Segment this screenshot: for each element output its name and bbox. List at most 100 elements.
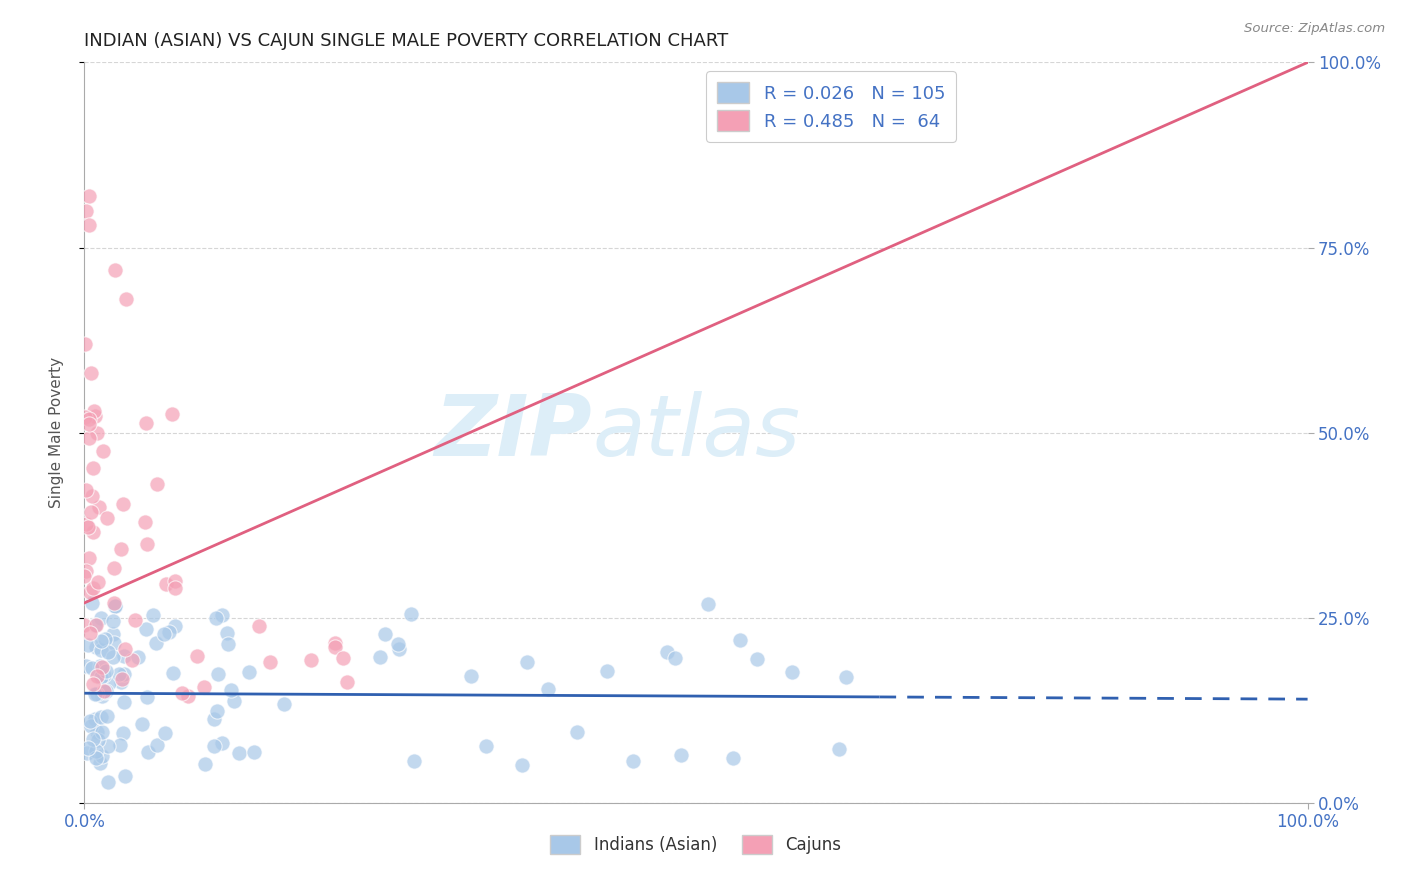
- Point: [219, 682, 242, 697]
- Point: [108, 738, 131, 752]
- Point: [657, 645, 679, 659]
- Point: [112, 666, 135, 681]
- Point: [273, 697, 295, 711]
- Point: [103, 636, 125, 650]
- Point: [82, 461, 104, 475]
- Point: [77, 520, 100, 534]
- Point: [90, 669, 112, 683]
- Point: [94, 685, 117, 699]
- Point: [146, 738, 169, 752]
- Point: [84, 751, 107, 765]
- Point: [222, 694, 245, 708]
- Point: [103, 650, 125, 665]
- Point: [80, 505, 103, 519]
- Point: [153, 626, 176, 640]
- Point: [728, 633, 751, 648]
- Point: [86, 669, 108, 683]
- Point: [835, 670, 858, 684]
- Point: [84, 743, 107, 757]
- Point: [83, 712, 105, 726]
- Point: [217, 626, 239, 640]
- Point: [723, 751, 745, 765]
- Point: [79, 714, 101, 728]
- Point: [136, 536, 159, 550]
- Point: [79, 585, 101, 599]
- Point: [202, 712, 225, 726]
- Point: [142, 607, 165, 622]
- Point: [228, 746, 250, 760]
- Point: [75, 336, 97, 351]
- Point: [211, 607, 233, 622]
- Point: [104, 262, 127, 277]
- Point: [77, 417, 100, 431]
- Text: INDIAN (ASIAN) VS CAJUN SINGLE MALE POVERTY CORRELATION CHART: INDIAN (ASIAN) VS CAJUN SINGLE MALE POVE…: [84, 32, 728, 50]
- Point: [93, 632, 115, 646]
- Point: [114, 769, 136, 783]
- Point: [82, 524, 104, 539]
- Point: [103, 561, 125, 575]
- Point: [165, 574, 187, 589]
- Point: [111, 672, 134, 686]
- Point: [165, 619, 187, 633]
- Point: [596, 664, 619, 678]
- Point: [112, 649, 135, 664]
- Text: atlas: atlas: [592, 391, 800, 475]
- Point: [136, 745, 159, 759]
- Point: [299, 653, 322, 667]
- Point: [94, 684, 117, 698]
- Point: [90, 689, 112, 703]
- Point: [96, 510, 118, 524]
- Point: [745, 652, 768, 666]
- Y-axis label: Single Male Poverty: Single Male Poverty: [49, 357, 63, 508]
- Point: [82, 677, 104, 691]
- Point: [211, 736, 233, 750]
- Point: [108, 666, 131, 681]
- Point: [97, 774, 120, 789]
- Point: [93, 683, 115, 698]
- Point: [75, 516, 97, 531]
- Point: [186, 648, 208, 663]
- Point: [77, 638, 100, 652]
- Point: [83, 404, 105, 418]
- Point: [87, 575, 110, 590]
- Point: [86, 687, 108, 701]
- Point: [515, 655, 537, 669]
- Point: [103, 596, 125, 610]
- Point: [565, 725, 588, 739]
- Point: [91, 749, 114, 764]
- Point: [205, 704, 228, 718]
- Point: [73, 410, 96, 425]
- Point: [87, 732, 110, 747]
- Point: [97, 645, 120, 659]
- Point: [669, 747, 692, 762]
- Point: [110, 675, 132, 690]
- Point: [89, 756, 111, 770]
- Point: [121, 652, 143, 666]
- Point: [96, 739, 118, 754]
- Point: [89, 658, 111, 673]
- Point: [101, 614, 124, 628]
- Point: [112, 497, 135, 511]
- Text: Source: ZipAtlas.com: Source: ZipAtlas.com: [1244, 22, 1385, 36]
- Point: [134, 516, 156, 530]
- Point: [79, 188, 101, 202]
- Point: [193, 680, 215, 694]
- Point: [82, 661, 104, 675]
- Point: [86, 425, 108, 440]
- Point: [127, 650, 149, 665]
- Point: [82, 731, 104, 746]
- Point: [84, 617, 107, 632]
- Point: [90, 643, 112, 657]
- Point: [96, 664, 118, 678]
- Point: [238, 665, 260, 680]
- Point: [402, 754, 425, 768]
- Point: [664, 651, 686, 665]
- Point: [247, 619, 270, 633]
- Point: [84, 640, 107, 654]
- Point: [82, 581, 104, 595]
- Point: [112, 694, 135, 708]
- Point: [170, 686, 193, 700]
- Point: [73, 569, 96, 583]
- Point: [79, 431, 101, 445]
- Point: [90, 634, 112, 648]
